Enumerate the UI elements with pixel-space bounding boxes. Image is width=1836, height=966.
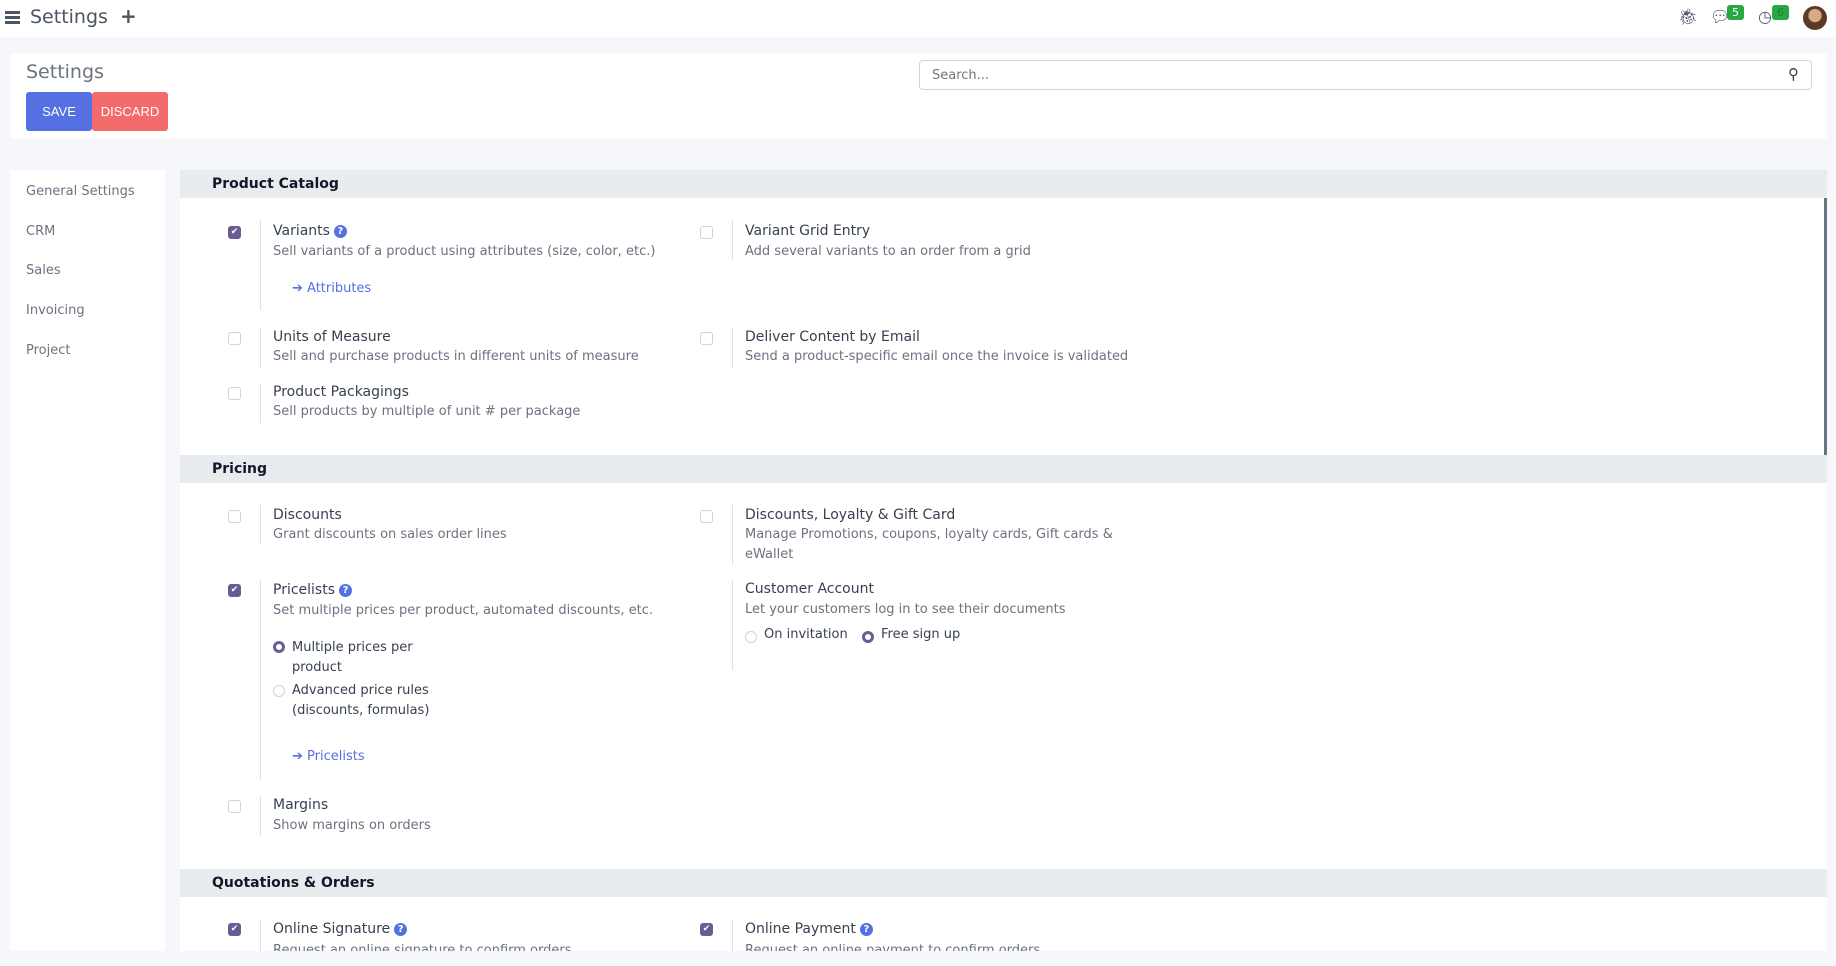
uom-desc: Sell and purchase products in different … (273, 349, 639, 364)
margins-desc: Show margins on orders (273, 818, 431, 833)
top-navbar: Settings + 🐞︎ 💬︎ 5 ◷ 6 (0, 0, 1836, 37)
help-icon[interactable]: ? (333, 225, 347, 238)
section-header-quotations: Quotations & Orders (180, 869, 1827, 897)
save-button[interactable]: SAVE (26, 92, 92, 131)
scrollbar[interactable] (1824, 172, 1827, 480)
arrow-right-icon: ➔ (292, 281, 308, 296)
sidebar-item-crm[interactable]: CRM (26, 224, 56, 239)
packagings-desc: Sell products by multiple of unit # per … (273, 404, 581, 419)
margins-checkbox[interactable] (228, 800, 241, 813)
breadcrumb: Settings (26, 61, 104, 83)
arrow-right-icon: ➔ (292, 749, 308, 764)
free-signup-radio[interactable] (862, 631, 874, 643)
discounts-desc: Grant discounts on sales order lines (273, 527, 507, 542)
loyalty-desc: Manage Promotions, coupons, loyalty card… (745, 527, 1113, 542)
pricelists-label: Pricelists (273, 582, 336, 598)
help-icon[interactable]: ? (339, 584, 353, 597)
online-payment-label: Online Payment (745, 921, 856, 937)
sidebar-item-general-settings[interactable]: General Settings (26, 184, 135, 199)
control-panel: Settings SAVE DISCARD ⚲ (10, 53, 1827, 139)
bug-icon[interactable]: 🐞︎ (1678, 7, 1699, 26)
loyalty-desc-2: eWallet (745, 547, 794, 562)
variants-label: Variants (273, 223, 330, 239)
online-payment-desc: Request an online payment to confirm ord… (745, 943, 1041, 951)
pricelists-setting: Pricelists? (273, 582, 353, 598)
attributes-link[interactable]: ➔ Attributes (292, 281, 372, 296)
online-payment-checkbox[interactable]: ✔ (700, 923, 713, 936)
online-signature-desc: Request an online signature to confirm o… (273, 943, 572, 951)
section-header-product-catalog: Product Catalog (180, 170, 1827, 198)
uom-label: Units of Measure (273, 329, 391, 345)
help-icon[interactable]: ? (394, 923, 408, 936)
on-invitation-radio[interactable] (745, 631, 757, 643)
on-invitation-label: On invitation (764, 627, 848, 642)
online-payment-setting: Online Payment? (745, 921, 873, 937)
help-icon[interactable]: ? (859, 923, 873, 936)
settings-content: Product Catalog ✔ Variants? Sell variant… (180, 170, 1827, 951)
sidebar-item-project[interactable]: Project (26, 343, 71, 358)
deliver-email-desc: Send a product-specific email once the i… (745, 349, 1129, 364)
discard-button[interactable]: DISCARD (92, 92, 168, 131)
avatar[interactable] (1803, 6, 1827, 30)
clock-icon[interactable]: ◷ (1758, 7, 1772, 26)
margins-label: Margins (273, 797, 329, 813)
packagings-label: Product Packagings (273, 384, 409, 400)
section-header-pricing: Pricing (180, 455, 1827, 483)
variants-desc: Sell variants of a product using attribu… (273, 244, 656, 259)
packagings-checkbox[interactable] (228, 387, 241, 400)
advanced-rules-label: Advanced price rules (discounts, formulas… (292, 683, 430, 718)
search-icon[interactable]: ⚲ (1788, 65, 1799, 83)
variant-grid-label: Variant Grid Entry (745, 223, 871, 239)
variant-grid-desc: Add several variants to an order from a … (745, 244, 1031, 259)
variants-checkbox[interactable]: ✔ (228, 226, 241, 239)
multiple-prices-label: Multiple prices per product (292, 640, 413, 675)
activities-badge: 6 (1772, 5, 1789, 20)
multiple-prices-radio[interactable] (273, 641, 285, 653)
variants-setting: Variants? (273, 223, 347, 239)
variant-grid-checkbox[interactable] (700, 226, 713, 239)
online-signature-checkbox[interactable]: ✔ (228, 923, 241, 936)
chat-icon[interactable]: 💬︎ (1710, 7, 1731, 26)
loyalty-checkbox[interactable] (700, 510, 713, 523)
advanced-rules-radio[interactable] (273, 685, 285, 697)
free-signup-label: Free sign up (881, 627, 961, 642)
customer-account-desc: Let your customers log in to see their d… (745, 602, 1066, 617)
uom-checkbox[interactable] (228, 332, 241, 345)
pricelists-checkbox[interactable]: ✔ (228, 584, 241, 597)
pricelists-desc: Set multiple prices per product, automat… (273, 603, 654, 618)
discounts-label: Discounts (273, 507, 342, 523)
pricelists-link[interactable]: ➔ Pricelists (292, 749, 365, 764)
loyalty-label: Discounts, Loyalty & Gift Card (745, 507, 956, 523)
sidebar-item-invoicing[interactable]: Invoicing (26, 303, 85, 318)
online-signature-label: Online Signature (273, 921, 391, 937)
search-input[interactable] (919, 60, 1812, 90)
discounts-checkbox[interactable] (228, 510, 241, 523)
deliver-email-label: Deliver Content by Email (745, 329, 920, 345)
messages-badge: 5 (1727, 5, 1744, 20)
online-signature-setting: Online Signature? (273, 921, 408, 937)
deliver-email-checkbox[interactable] (700, 332, 713, 345)
menu-icon[interactable] (5, 11, 20, 24)
customer-account-label: Customer Account (745, 581, 874, 597)
settings-sidebar: General Settings CRM Sales Invoicing Pro… (10, 170, 165, 951)
app-title: Settings (30, 6, 108, 28)
sidebar-item-sales[interactable]: Sales (26, 263, 61, 278)
plus-icon[interactable]: + (120, 4, 137, 28)
